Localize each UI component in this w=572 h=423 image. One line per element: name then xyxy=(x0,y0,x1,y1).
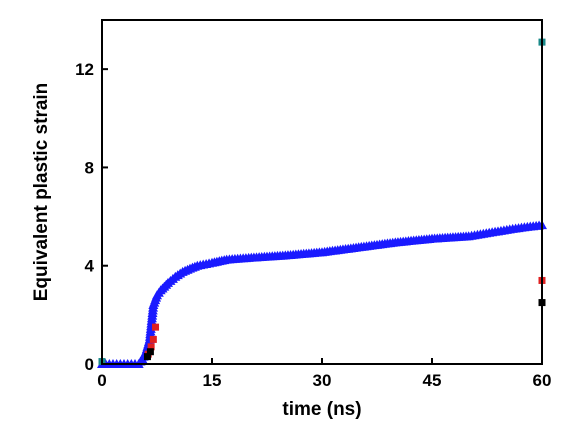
y-tick-label: 0 xyxy=(85,355,94,374)
series-2 xyxy=(143,299,546,361)
series-layer xyxy=(97,38,547,368)
x-tick-label: 30 xyxy=(313,371,332,390)
data-point xyxy=(152,323,160,331)
y-axis-label: Equivalent plastic strain xyxy=(31,83,52,302)
data-point xyxy=(147,343,155,351)
data-point xyxy=(146,348,154,356)
data-point xyxy=(149,335,157,343)
x-axis-label: time (ns) xyxy=(282,399,361,420)
x-tick-label: 0 xyxy=(97,371,106,390)
tick-layer: 0 15 30 45 60 0 4 8 12 xyxy=(75,60,551,390)
data-point xyxy=(143,353,151,361)
y-tick-label: 8 xyxy=(85,158,94,177)
plot-frame xyxy=(101,19,543,365)
x-tick-label: 45 xyxy=(423,371,442,390)
y-tick-label: 4 xyxy=(85,257,95,276)
series-1 xyxy=(144,276,546,358)
x-tick-label: 15 xyxy=(203,371,222,390)
y-tick-label: 12 xyxy=(75,60,94,79)
x-tick-label: 60 xyxy=(533,371,552,390)
series-0 xyxy=(97,220,547,368)
series-3 xyxy=(98,38,546,366)
